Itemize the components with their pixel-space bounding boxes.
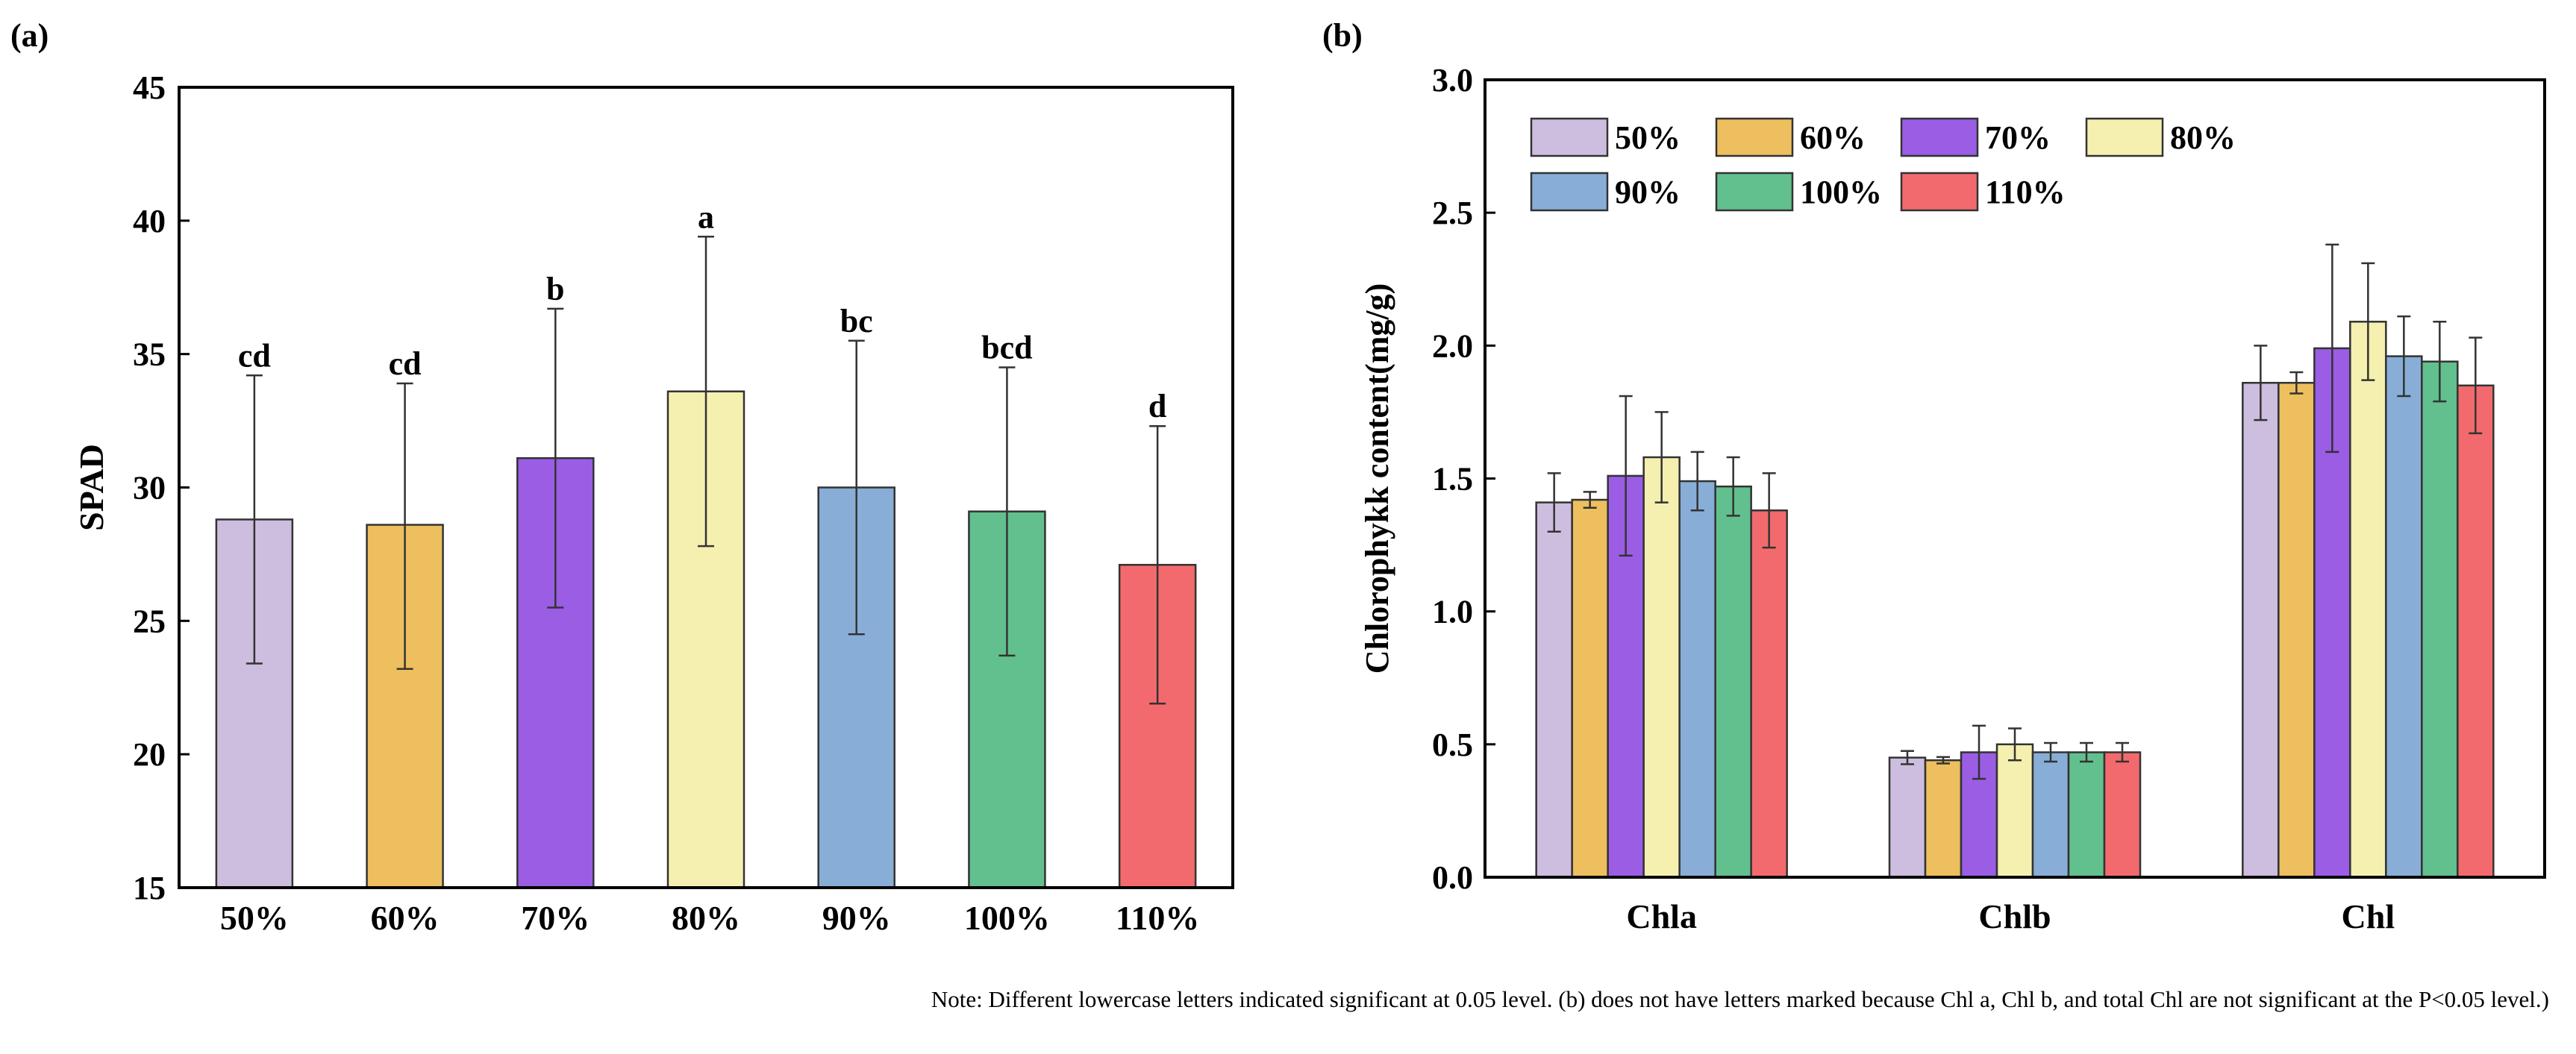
y-tick-label-45: 45	[133, 69, 166, 106]
panel-b-chlorophyll-chart: (b) Chla Chlb Chl 0.0 0.5 1.0 1.5 2.0 2.5 3.0 Chlor…	[1322, 17, 2546, 935]
legend-swatch-50pct	[1530, 117, 1609, 157]
y-tick-label-1-0: 1.0	[1432, 594, 1473, 630]
x-tick-label-chl: Chl	[2342, 897, 2395, 935]
bar-chla-110pct	[1750, 509, 1788, 879]
legend-swatch-80pct	[2085, 117, 2164, 157]
bar-chlb-110pct	[2103, 751, 2142, 879]
y-tick-label-0-0: 0.0	[1432, 859, 1473, 896]
x-tick-label-110pct: 110%	[1116, 899, 1199, 937]
y-tick-label-1-5: 1.5	[1432, 461, 1473, 498]
legend-label-50pct: 50%	[1615, 119, 1681, 156]
x-tick-label-90pct: 90%	[822, 899, 891, 937]
legend-swatch-110pct	[1900, 172, 1979, 212]
bar-chla-100pct	[1714, 485, 1752, 879]
bar-chl-50pct	[2242, 381, 2280, 879]
legend: 50% 60% 70% 80% 90% 100% 110%	[1530, 117, 2236, 212]
bar-chla-80pct	[1642, 456, 1681, 879]
bar-chlb-90pct	[2031, 751, 2070, 879]
significance-letter-70pct: b	[546, 271, 564, 307]
legend-label-100pct: 100%	[1800, 174, 1882, 210]
legend-label-80pct: 80%	[2170, 119, 2236, 156]
y-tick-label-2-0: 2.0	[1432, 327, 1473, 364]
legend-label-70pct: 70%	[1985, 119, 2051, 156]
y-tick-label-15: 15	[133, 870, 166, 906]
x-tick-label-60pct: 60%	[371, 899, 440, 937]
significance-letter-110pct: d	[1148, 388, 1166, 424]
y-tick-label-40: 40	[133, 203, 166, 239]
x-tick-label-chlb: Chlb	[1978, 897, 2051, 935]
significance-letter-50pct: cd	[238, 337, 271, 374]
legend-swatch-60pct	[1715, 117, 1794, 157]
legend-swatch-90pct	[1530, 172, 1609, 212]
y-axis-label: Chlorophykk content(mg/g)	[1359, 283, 1395, 674]
legend-swatch-70pct	[1900, 117, 1979, 157]
legend-swatch-100pct	[1715, 172, 1794, 212]
bar-chla-50pct	[1535, 501, 1573, 879]
figure-note: Note: Different lowercase letters indica…	[931, 986, 2549, 1012]
bar-chl-60pct	[2278, 381, 2316, 879]
significance-letter-100pct: bcd	[981, 330, 1032, 366]
x-tick-label-70pct: 70%	[521, 899, 590, 937]
legend-label-60pct: 60%	[1800, 119, 1866, 156]
x-tick-label-80pct: 80%	[672, 899, 740, 937]
y-axis-label: SPAD	[72, 444, 110, 531]
bar-chlb-100pct	[2067, 751, 2106, 879]
significance-letter-90pct: bc	[840, 303, 873, 339]
bar-chl-100pct	[2421, 360, 2459, 879]
x-tick-label-chla: Chla	[1626, 897, 1697, 935]
bar-chl-110pct	[2457, 384, 2495, 879]
y-tick-label-25: 25	[133, 603, 166, 639]
legend-label-90pct: 90%	[1615, 174, 1681, 210]
bar-chl-90pct	[2385, 355, 2423, 879]
bar-chl-80pct	[2349, 321, 2387, 879]
significance-letter-80pct: a	[698, 198, 714, 235]
y-tick-label-30: 30	[133, 470, 166, 506]
y-tick-label-0-5: 0.5	[1432, 727, 1473, 763]
bar-chla-60pct	[1571, 498, 1609, 879]
panel-a-spad-chart: (a) cd 50% cd 60% b 70% a 80% bc 90% bcd 100% d 110% 15…	[10, 17, 1234, 937]
y-tick-label-35: 35	[133, 336, 166, 373]
y-tick-label-3-0: 3.0	[1432, 62, 1473, 98]
bar-chlb-80pct	[1995, 743, 2034, 879]
y-tick-label-2-5: 2.5	[1432, 195, 1473, 231]
legend-label-110pct: 110%	[1985, 174, 2066, 210]
bar-chlb-60pct	[1924, 759, 1963, 879]
y-tick-label-20: 20	[133, 736, 166, 773]
bar-chla-90pct	[1678, 480, 1716, 879]
x-tick-label-50pct: 50%	[220, 899, 289, 937]
panel-b-label: (b)	[1322, 17, 1363, 54]
x-tick-label-100pct: 100%	[964, 899, 1050, 937]
significance-letter-60pct: cd	[389, 345, 422, 382]
panel-a-label: (a)	[10, 17, 49, 54]
bar-chlb-50pct	[1888, 756, 1927, 879]
